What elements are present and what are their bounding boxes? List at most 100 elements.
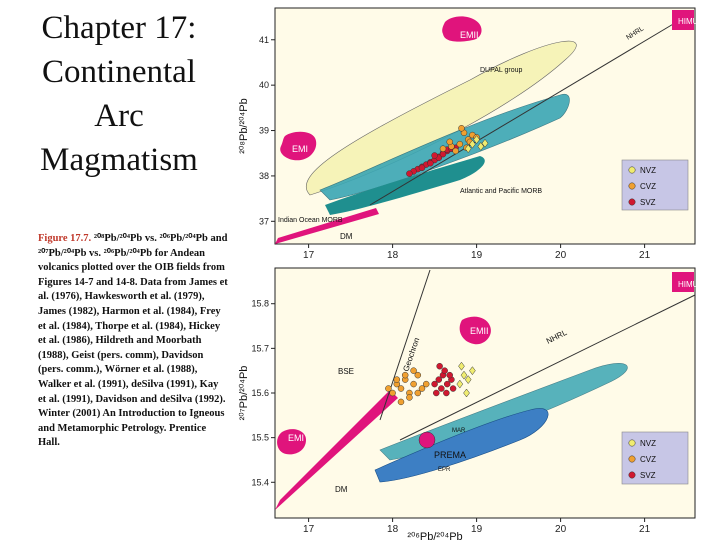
legend-svz-marker (628, 471, 636, 479)
legend-label: SVZ (640, 471, 656, 480)
title-line: Chapter 17: (41, 10, 197, 46)
x-tick-label: 21 (639, 524, 651, 535)
figure-caption: Figure 17.7. ²⁰⁸Pb/²⁰⁴Pb vs. ²⁰⁶Pb/²⁰⁴Pb… (38, 232, 228, 451)
legend-cvz-marker (628, 455, 636, 463)
geochron-line (379, 269, 431, 421)
legend-label: NVZ (640, 166, 656, 175)
field-label: EPR (438, 467, 451, 473)
field-label: Indian Ocean MORB (278, 217, 343, 224)
data-point-svz (438, 385, 445, 392)
field-label: MAR (452, 428, 466, 434)
y-tick-label: 15.7 (251, 343, 269, 353)
data-point-cvz (393, 376, 401, 383)
data-point-cvz (397, 398, 405, 406)
data-point-svz (418, 164, 426, 172)
x-tick-label: 19 (471, 524, 483, 535)
data-point-cvz (422, 380, 430, 388)
y-axis-label: ²⁰⁷Pb/²⁰⁴Pb (238, 366, 250, 421)
nhrl-line-top (369, 19, 681, 206)
x-tick-label: 21 (639, 250, 651, 261)
y-tick-label: 39 (259, 126, 269, 136)
x-tick-label: 17 (303, 524, 315, 535)
title-line: Continental (42, 54, 196, 90)
legend-label: CVZ (640, 182, 656, 191)
field-label: HIMU (678, 17, 699, 26)
field-indian-morb-top (325, 156, 485, 215)
field-prema (418, 431, 436, 449)
field-himu-top (672, 10, 694, 30)
y-tick-label: 37 (259, 216, 269, 226)
legend-label: SVZ (640, 198, 656, 207)
data-point-nvz (481, 138, 489, 148)
data-point-svz (443, 389, 450, 397)
data-point-cvz (414, 389, 422, 397)
caption-body: ²⁰⁸Pb/²⁰⁴Pb vs. ²⁰⁶Pb/²⁰⁴Pb and ²⁰⁷Pb/²⁰… (38, 233, 228, 449)
legend-label: CVZ (640, 455, 656, 464)
data-point-cvz (439, 145, 447, 152)
y-tick-label: 15.8 (251, 299, 269, 309)
data-point-cvz (385, 385, 392, 392)
data-point-nvz (469, 366, 476, 376)
field-blue-bottom (374, 408, 549, 483)
legend-svz-marker (628, 198, 636, 206)
legend-label: NVZ (640, 439, 656, 448)
caption-lead: Figure 17.7. (38, 233, 92, 244)
data-point-nvz (464, 375, 472, 385)
title-line: Arc (94, 98, 144, 134)
title-line: Magmatism (40, 142, 198, 178)
x-axis-label: ²⁰⁶Pb/²⁰⁴Pb (407, 531, 462, 540)
field-emii-bottom (459, 316, 491, 345)
x-tick-label: 17 (303, 250, 315, 261)
y-tick-label: 41 (259, 35, 269, 45)
legend-nvz-marker (628, 439, 636, 447)
slide-title: Chapter 17: Continental Arc Magmatism (12, 6, 226, 182)
data-point-svz (431, 380, 438, 388)
y-tick-label: 38 (259, 171, 269, 181)
x-tick-label: 19 (471, 250, 483, 261)
data-point-cvz (414, 371, 422, 379)
data-point-svz (436, 362, 443, 370)
field-label: DUPAL group (480, 67, 523, 74)
field-label: EMII (460, 30, 479, 40)
data-point-svz (439, 150, 447, 158)
data-point-cvz (397, 385, 405, 392)
field-label: EMI (292, 144, 308, 154)
data-point-svz (449, 385, 457, 392)
field-label: HIMU (678, 280, 699, 289)
data-point-cvz (401, 371, 409, 379)
data-point-cvz (410, 367, 417, 374)
legend-nvz-marker (628, 166, 636, 174)
data-point-nvz (464, 144, 472, 154)
field-label: Atlantic and Pacific MORB (460, 188, 542, 195)
x-tick-label: 18 (387, 524, 399, 535)
field-label: BSE (338, 367, 354, 376)
data-point-cvz (410, 380, 417, 388)
data-point-nvz (458, 361, 465, 371)
field-label: EMI (288, 433, 304, 443)
data-point-cvz (458, 125, 465, 132)
data-point-cvz (452, 147, 459, 155)
nhrl-line-bottom (399, 294, 696, 441)
field-himu-bottom (672, 272, 694, 292)
data-point-svz (443, 380, 451, 388)
field-dm-bottom (275, 390, 398, 510)
x-tick-label: 20 (555, 250, 567, 261)
x-tick-label: 20 (555, 524, 567, 535)
y-tick-label: 15.6 (251, 388, 269, 398)
data-point-nvz (456, 379, 464, 389)
data-point-cvz (406, 394, 413, 401)
y-tick-label: 15.4 (251, 477, 269, 487)
data-point-cvz (389, 389, 396, 397)
field-label: DM (335, 485, 348, 494)
field-emi-top (280, 131, 317, 161)
field-emii-top (442, 16, 482, 42)
data-point-cvz (456, 140, 464, 148)
y-tick-label: 40 (259, 80, 269, 90)
data-point-nvz (477, 142, 485, 151)
data-point-svz (406, 170, 413, 177)
data-point-svz (441, 367, 448, 374)
field-emi-bottom (277, 429, 306, 455)
